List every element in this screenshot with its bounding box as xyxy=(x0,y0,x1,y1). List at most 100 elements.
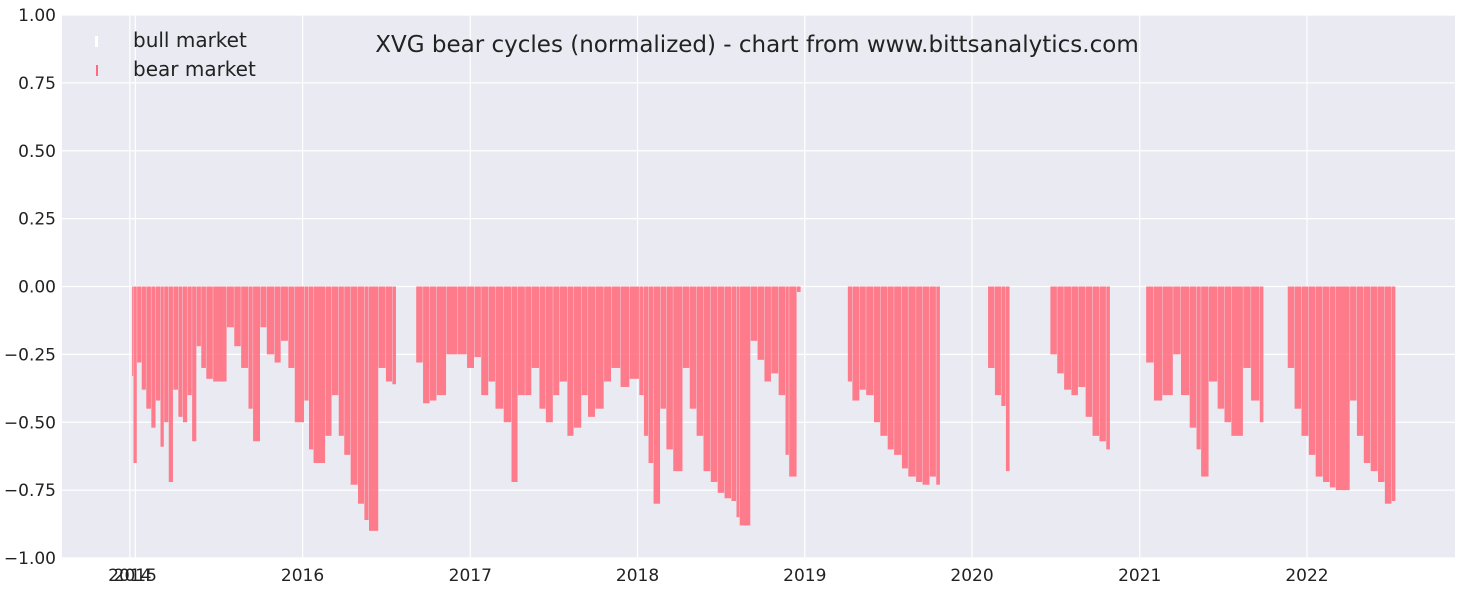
bear-bar xyxy=(643,286,649,436)
bear-bar xyxy=(338,286,344,436)
bear-bar xyxy=(852,286,860,401)
bear-bar xyxy=(213,286,227,382)
bear-bar xyxy=(1001,286,1006,406)
bear-bar xyxy=(880,286,888,436)
bear-bar xyxy=(666,286,673,450)
bear-bar xyxy=(274,286,281,363)
bear-bar xyxy=(581,286,588,396)
bear-bar xyxy=(539,286,546,409)
bear-bar xyxy=(481,286,489,396)
bear-bar xyxy=(1329,286,1336,488)
x-tick-label: 2016 xyxy=(281,566,324,586)
bear-bar xyxy=(1180,286,1190,396)
bear-bar xyxy=(1356,286,1364,436)
bear-bar xyxy=(206,286,213,379)
bear-bar xyxy=(750,286,758,341)
bear-bar xyxy=(517,286,525,396)
bear-bar xyxy=(133,286,137,463)
y-tick-label: 0.75 xyxy=(18,74,56,94)
bear-bar xyxy=(859,286,866,390)
bear-bar xyxy=(1350,286,1357,401)
bear-bar xyxy=(423,286,430,404)
bear-bar xyxy=(313,286,326,463)
bear-bar xyxy=(1224,286,1231,423)
bear-bar xyxy=(416,286,423,363)
bear-bar xyxy=(457,286,467,355)
bear-bar xyxy=(192,286,197,442)
bear-bar xyxy=(1050,286,1057,355)
bear-bar xyxy=(178,286,183,417)
y-tick-label: −0.50 xyxy=(4,413,56,433)
bear-bar xyxy=(1259,286,1264,423)
bear-bar xyxy=(248,286,253,409)
bear-bar xyxy=(901,286,908,469)
bear-bar xyxy=(288,286,295,368)
bear-bar xyxy=(894,286,902,455)
bear-bar xyxy=(436,286,447,396)
bear-bar xyxy=(1078,286,1086,387)
bear-bar xyxy=(553,286,560,396)
bear-bar xyxy=(160,286,164,447)
bear-bar xyxy=(696,286,704,436)
x-tick-label: 2018 xyxy=(616,566,659,586)
bear-bar xyxy=(331,286,339,396)
bear-bar xyxy=(1146,286,1154,363)
bear-bar xyxy=(785,286,789,455)
bear-bar xyxy=(503,286,512,423)
bear-bar xyxy=(1315,286,1323,477)
bear-bar xyxy=(771,286,779,374)
bear-bar xyxy=(1092,286,1100,436)
bear-bar xyxy=(525,286,532,396)
x-tick-label: 2021 xyxy=(1118,566,1161,586)
bear-bar xyxy=(764,286,771,382)
bear-bar xyxy=(1308,286,1316,455)
bear-bar xyxy=(1287,286,1295,368)
bear-bar xyxy=(164,286,169,423)
bear-bar xyxy=(378,286,386,368)
bear-bar xyxy=(710,286,718,482)
bear-bar xyxy=(736,286,740,518)
bear-bar xyxy=(887,286,894,450)
bear-bar xyxy=(344,286,351,455)
bear-bar xyxy=(682,286,690,368)
y-tick-label: 1.00 xyxy=(18,6,56,26)
bear-bar xyxy=(392,286,396,385)
bear-bar xyxy=(1217,286,1225,409)
bear-bar xyxy=(364,286,369,520)
bear-bar xyxy=(620,286,630,387)
bear-bar xyxy=(673,286,683,472)
bear-bar xyxy=(1384,286,1392,504)
bear-bar xyxy=(1064,286,1072,390)
bear-bar xyxy=(1335,286,1350,491)
bear-bar xyxy=(1370,286,1378,472)
bear-bar xyxy=(234,286,241,347)
bear-bar xyxy=(866,286,874,396)
bear-bar xyxy=(757,286,765,360)
bear-bar xyxy=(511,286,518,482)
bear-bar xyxy=(495,286,504,409)
bear-bar xyxy=(281,286,288,341)
bear-bar xyxy=(1162,286,1173,396)
bear-bar xyxy=(648,286,654,463)
bear-bar xyxy=(1173,286,1181,355)
bear-bar xyxy=(639,286,644,396)
bear-bar xyxy=(253,286,261,442)
bear-bar xyxy=(1085,286,1093,417)
bear-bar xyxy=(1323,286,1330,482)
bear-bar xyxy=(141,286,146,390)
bear-bar xyxy=(908,286,916,477)
bear-bar xyxy=(724,286,732,499)
x-tick-label: 2017 xyxy=(449,566,492,586)
bear-bar xyxy=(1378,286,1385,482)
y-tick-label: −0.25 xyxy=(4,345,56,365)
y-tick-label: −0.75 xyxy=(4,481,56,501)
bear-bar xyxy=(226,286,234,328)
bear-bar xyxy=(873,286,880,423)
bear-bar xyxy=(1057,286,1064,374)
bear-bar xyxy=(689,286,697,409)
bear-bar xyxy=(545,286,553,423)
bear-bar xyxy=(573,286,582,428)
x-tick-label: 2014 xyxy=(108,566,151,586)
